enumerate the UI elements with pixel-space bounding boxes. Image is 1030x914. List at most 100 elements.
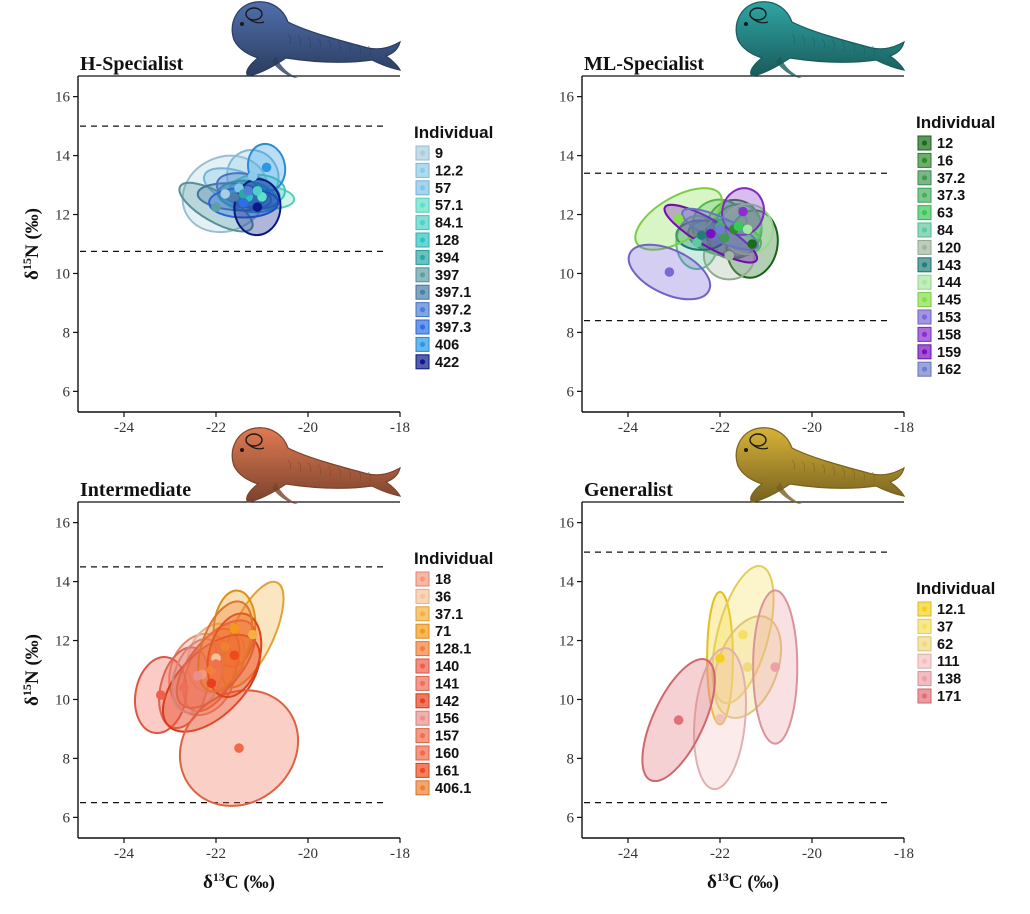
legend-label-9: 9 bbox=[435, 146, 443, 162]
legend-label-158: 158 bbox=[937, 327, 961, 343]
legend-label-37.1: 37.1 bbox=[435, 607, 463, 623]
centroid-141 bbox=[179, 682, 189, 693]
x-tick-label: -20 bbox=[802, 846, 822, 862]
panel-title: ML-Specialist bbox=[584, 53, 704, 75]
legend-title: Individual bbox=[916, 113, 995, 132]
legend-label-111: 111 bbox=[937, 654, 960, 670]
y-tick-label: 10 bbox=[55, 266, 70, 282]
seal-illustration bbox=[231, 1, 402, 78]
y-tick-label: 12 bbox=[559, 208, 574, 224]
centroid-111 bbox=[715, 713, 725, 724]
x-tick-label: -24 bbox=[114, 420, 134, 436]
x-tick-label: -18 bbox=[390, 420, 410, 436]
legend-label-143: 143 bbox=[937, 258, 961, 274]
legend-label-406.1: 406.1 bbox=[435, 781, 471, 797]
legend-label-397.3: 397.3 bbox=[435, 320, 471, 336]
y-tick-label: 10 bbox=[559, 266, 574, 282]
y-tick-label: 16 bbox=[559, 516, 575, 532]
centroid-140 bbox=[156, 690, 166, 700]
legend-label-138: 138 bbox=[937, 672, 961, 688]
centroid-63 bbox=[733, 221, 744, 232]
seal-illustration bbox=[735, 427, 906, 504]
legend-label-12.2: 12.2 bbox=[435, 163, 463, 179]
x-tick-label: -22 bbox=[710, 420, 730, 436]
legend-label-63: 63 bbox=[937, 206, 953, 222]
panel-intermediate: -24 -22 -20 -18 6 8 10 12 14 16 Intermediate δ15N (… bbox=[20, 427, 493, 893]
legend-label-156: 156 bbox=[435, 711, 459, 727]
centroid-144 bbox=[742, 224, 753, 235]
y-tick-label: 14 bbox=[559, 575, 575, 591]
centroid-158 bbox=[738, 206, 748, 217]
centroid-62 bbox=[742, 662, 753, 672]
centroid-71 bbox=[229, 623, 240, 634]
legend-label-120: 120 bbox=[937, 240, 961, 256]
centroid-12.2 bbox=[248, 171, 258, 182]
legend-label-16: 16 bbox=[937, 153, 953, 169]
legend-title: Individual bbox=[414, 549, 493, 568]
panel-title: H-Specialist bbox=[80, 53, 184, 75]
legend-label-62: 62 bbox=[937, 637, 953, 653]
centroid-397.1 bbox=[229, 192, 240, 202]
centroid-406 bbox=[261, 162, 272, 173]
centroid-143 bbox=[696, 230, 707, 240]
x-axis-label: δ13C (‰) bbox=[707, 870, 779, 893]
legend-label-422: 422 bbox=[435, 355, 459, 371]
x-tick-label: -20 bbox=[298, 420, 318, 436]
centroid-142 bbox=[206, 678, 217, 689]
centroid-156 bbox=[192, 671, 203, 681]
legend-label-57: 57 bbox=[435, 181, 451, 197]
panel-h-specialist: -24 -22 -20 -18 6 8 10 12 14 16 H-Specialist δ15N (… bbox=[20, 1, 493, 436]
panel-ml-specialist: -24 -22 -20 -18 6 8 10 12 14 16 ML-Specialist Indiv… bbox=[559, 1, 995, 436]
legend-label-397.1: 397.1 bbox=[435, 285, 471, 301]
centroid-161 bbox=[229, 650, 240, 661]
centroid-153 bbox=[664, 267, 675, 277]
legend-label-406: 406 bbox=[435, 337, 459, 353]
legend-label-12.1: 12.1 bbox=[937, 602, 965, 618]
centroid-397.2 bbox=[243, 186, 253, 196]
legend-label-160: 160 bbox=[435, 746, 459, 762]
y-tick-label: 12 bbox=[55, 208, 70, 224]
y-tick-label: 14 bbox=[559, 149, 575, 165]
y-tick-label: 10 bbox=[559, 692, 574, 708]
centroid-397 bbox=[211, 202, 221, 212]
legend-label-171: 171 bbox=[937, 689, 961, 705]
y-axis-label: δ15N (‰) bbox=[20, 634, 43, 706]
legend-label-37.2: 37.2 bbox=[937, 171, 965, 187]
centroid-145 bbox=[673, 214, 684, 224]
panel-title: Generalist bbox=[584, 479, 673, 501]
centroid-171 bbox=[673, 715, 684, 725]
y-tick-label: 8 bbox=[567, 751, 575, 767]
legend-label-140: 140 bbox=[435, 659, 459, 675]
centroid-159 bbox=[706, 228, 716, 239]
legend-label-128: 128 bbox=[435, 233, 459, 249]
legend-label-142: 142 bbox=[435, 694, 459, 710]
y-tick-label: 16 bbox=[55, 516, 71, 532]
y-tick-label: 8 bbox=[63, 325, 71, 341]
centroid-12.1 bbox=[715, 653, 725, 664]
centroid-37 bbox=[738, 629, 748, 640]
y-tick-label: 12 bbox=[559, 634, 574, 650]
y-tick-label: 6 bbox=[63, 384, 71, 400]
legend-title: Individual bbox=[916, 579, 995, 598]
x-axis-label: δ13C (‰) bbox=[203, 870, 275, 893]
centroid-12 bbox=[747, 239, 757, 249]
centroid-120 bbox=[724, 250, 734, 261]
legend-label-397.2: 397.2 bbox=[435, 303, 471, 319]
centroid-406.1 bbox=[220, 641, 230, 652]
legend-label-162: 162 bbox=[937, 362, 961, 378]
centroid-37.2 bbox=[719, 233, 730, 243]
centroid-397.3 bbox=[238, 197, 249, 208]
x-tick-label: -24 bbox=[114, 846, 134, 862]
x-tick-label: -18 bbox=[894, 846, 914, 862]
legend: Individual121637.237.3638412014314414515… bbox=[916, 113, 995, 378]
centroid-9 bbox=[220, 189, 230, 199]
y-tick-label: 6 bbox=[567, 384, 575, 400]
centroid-138 bbox=[770, 662, 780, 672]
legend-label-157: 157 bbox=[435, 729, 459, 745]
seal-illustration bbox=[735, 1, 906, 78]
y-axis-label: δ15N (‰) bbox=[20, 208, 43, 280]
legend-label-12: 12 bbox=[937, 136, 953, 152]
